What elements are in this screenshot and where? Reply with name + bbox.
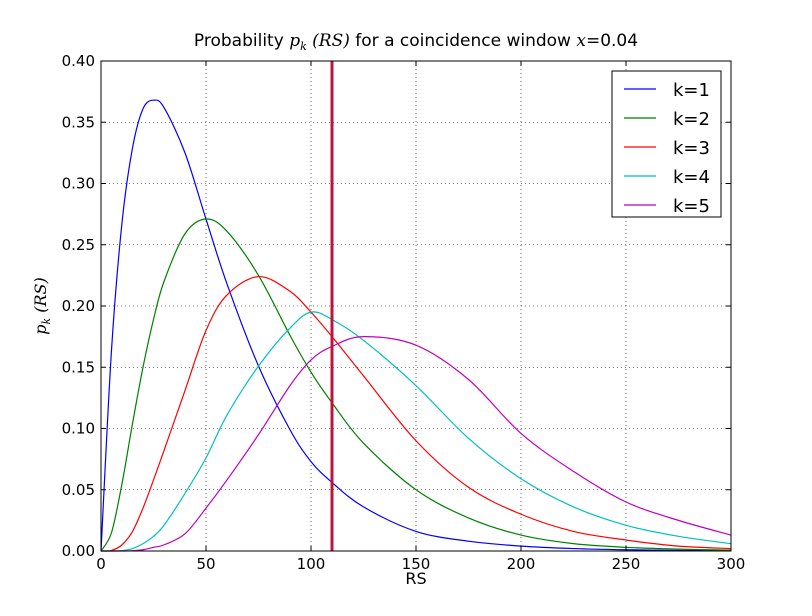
- legend: k=1 k=2 k=3 k=4 k=5: [611, 70, 722, 218]
- x-tick-label: 50: [196, 555, 215, 573]
- y-tick-label: 0.05: [62, 481, 95, 499]
- y-tick-label: 0.25: [62, 236, 95, 254]
- y-tick-label: 0.15: [62, 358, 95, 376]
- y-tick-label: 0.35: [62, 113, 95, 131]
- chart-title: Probability pk (RS) for a coincidence wi…: [194, 31, 638, 53]
- legend-box: [611, 70, 722, 218]
- y-tick-label: 0.00: [62, 542, 95, 560]
- legend-label: k=3: [673, 138, 710, 159]
- y-tick-label: 0.40: [62, 52, 95, 70]
- series-line-k2: [100, 218, 732, 552]
- legend-label: k=4: [673, 167, 710, 188]
- legend-label: k=2: [673, 109, 710, 130]
- legend-label: k=5: [673, 196, 710, 217]
- x-tick-label: 300: [717, 555, 746, 573]
- series-line-k1: [100, 99, 732, 552]
- y-tick-label: 0.20: [62, 297, 95, 315]
- series-line-k3: [100, 275, 732, 552]
- x-tick-label: 100: [297, 555, 326, 573]
- x-tick-label: 200: [507, 555, 536, 573]
- y-tick-label: 0.10: [62, 420, 95, 438]
- ticks: 0 50 100 150 200 250 300 0.00 0.05 0.10 0.15 0.20 0.…: [62, 52, 746, 573]
- series-layer: [100, 99, 732, 552]
- x-tick-label: 150: [402, 555, 431, 573]
- x-tick-label: 0: [96, 555, 106, 573]
- series-line-k4: [100, 311, 732, 552]
- legend-label: k=1: [673, 80, 710, 101]
- y-axis-label: pk (RS): [31, 277, 53, 335]
- series-line-k5: [101, 336, 732, 552]
- x-tick-label: 250: [612, 555, 641, 573]
- x-axis-label: RS: [405, 569, 426, 588]
- y-tick-label: 0.30: [62, 175, 95, 193]
